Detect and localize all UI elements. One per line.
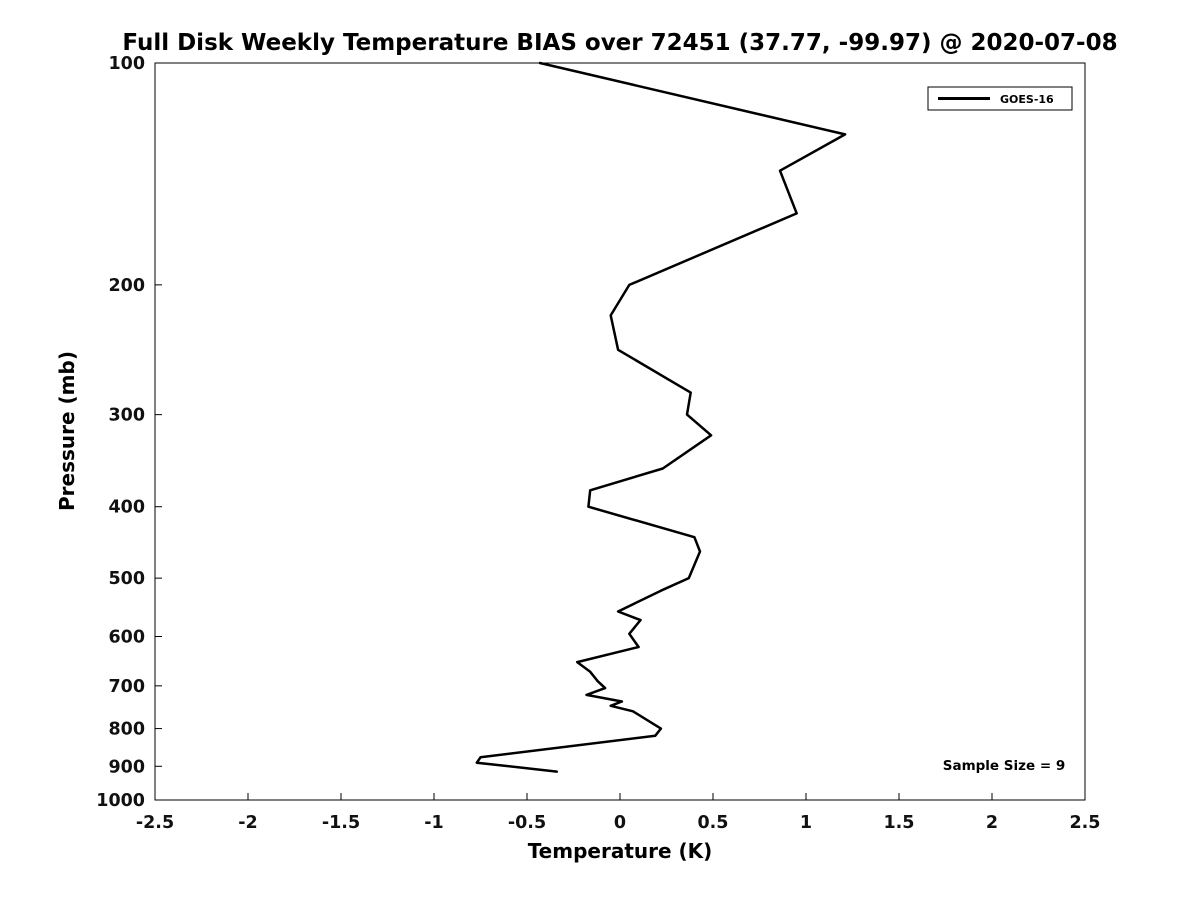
x-tick-label: -0.5 — [508, 813, 546, 833]
y-tick-label: 500 — [108, 569, 145, 589]
x-tick-label: 0.5 — [697, 813, 728, 833]
x-tick-label: -2 — [238, 813, 257, 833]
y-tick-labels: 100 200 300 400 500 600 700 800 900 1000 — [96, 54, 162, 811]
x-tick-label: 2 — [986, 813, 998, 833]
plot-frame — [154, 62, 1086, 801]
x-tick-label: 1.5 — [883, 813, 914, 833]
y-tick-label: 200 — [108, 276, 145, 296]
chart-title: Full Disk Weekly Temperature BIAS over 7… — [122, 30, 1117, 56]
goes16-bias-line — [475, 61, 847, 773]
x-axis-label: Temperature (K) — [528, 839, 713, 863]
x-tick-label: 2.5 — [1069, 813, 1100, 833]
x-tick-label: -1.5 — [322, 813, 360, 833]
y-tick-label: 1000 — [96, 791, 145, 811]
x-tick-label: 0 — [614, 813, 626, 833]
legend: GOES-16 — [927, 86, 1073, 111]
axes-box — [154, 62, 1086, 801]
legend-label: GOES-16 — [1000, 93, 1054, 106]
x-tick-labels: -2.5 -2 -1.5 -1 -0.5 0 0.5 1 1.5 2 2.5 — [136, 793, 1101, 833]
y-tick-label: 900 — [108, 757, 145, 777]
y-tick-label: 100 — [108, 54, 145, 74]
y-tick-label: 400 — [108, 498, 145, 518]
x-tick-label: -1 — [424, 813, 443, 833]
y-tick-label: 700 — [108, 677, 145, 697]
y-tick-label: 600 — [108, 627, 145, 647]
sample-size-annotation: Sample Size = 9 — [943, 758, 1066, 774]
x-tick-label: -2.5 — [136, 813, 174, 833]
legend-box — [927, 86, 1073, 111]
y-tick-label: 300 — [108, 406, 145, 426]
x-tick-label: 1 — [800, 813, 812, 833]
y-tick-label: 800 — [108, 720, 145, 740]
y-axis-label: Pressure (mb) — [55, 351, 79, 511]
